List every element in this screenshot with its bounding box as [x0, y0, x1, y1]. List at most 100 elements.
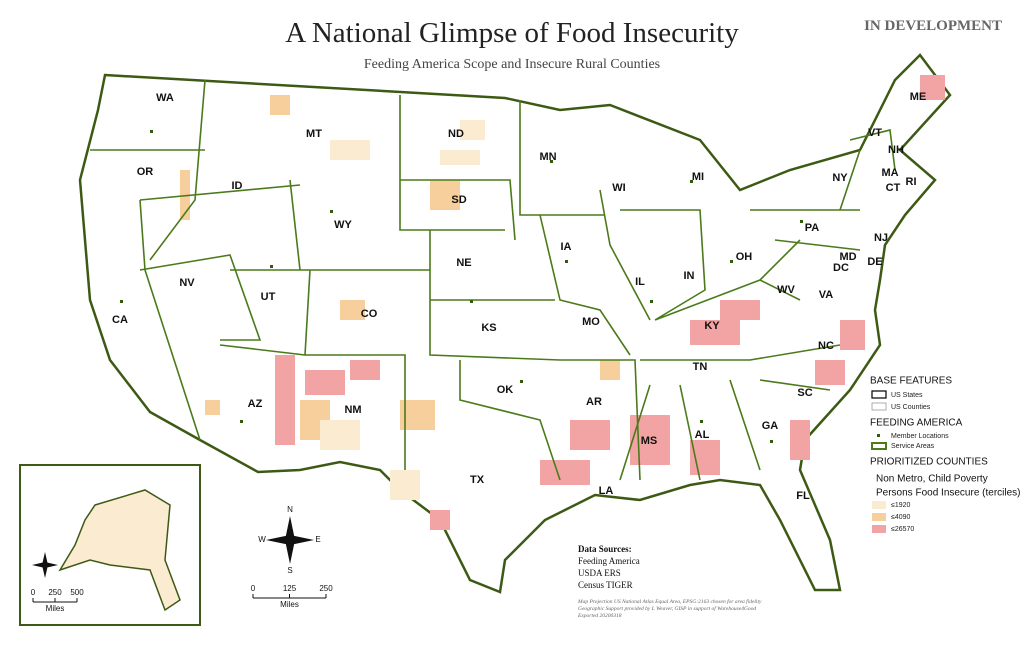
state-label: WV — [777, 284, 795, 296]
legend: BASE FEATURES US States US Counties FEED… — [870, 376, 1021, 533]
state-label: NH — [888, 144, 904, 156]
state-label: RI — [906, 176, 917, 188]
state-label: NJ — [874, 232, 888, 244]
scale-label: 0 — [251, 584, 256, 593]
source: USDA ERS — [578, 568, 621, 578]
legend-swatch — [872, 525, 886, 533]
state-label: NV — [179, 277, 195, 289]
state-label: ID — [232, 180, 243, 192]
title: A National Glimpse of Food Insecurity — [285, 17, 739, 49]
state-label: NY — [832, 172, 848, 184]
legend-swatch — [872, 513, 886, 521]
state-label: MD — [839, 251, 856, 263]
legend-item: Member Locations — [891, 433, 949, 440]
state-label: ND — [448, 128, 464, 140]
legend-swatch — [871, 390, 887, 399]
legend-item: ≤26570 — [891, 526, 914, 533]
state-label: OK — [497, 384, 514, 396]
compass: N S E W — [32, 505, 321, 578]
state-label: DE — [867, 256, 882, 268]
state-label: WA — [156, 92, 174, 104]
sources-title: Data Sources: — [578, 544, 632, 554]
state-label: WI — [612, 182, 625, 194]
state-label: MN — [539, 151, 556, 163]
badge: IN DEVELOPMENT — [864, 18, 1002, 34]
state-label: NE — [456, 257, 471, 269]
state-label: PA — [805, 222, 820, 234]
state-label: NM — [344, 404, 361, 416]
state-label: IA — [561, 241, 572, 253]
state-label: MT — [306, 128, 322, 140]
state-label: MA — [881, 167, 898, 179]
state-label: LA — [599, 485, 614, 497]
legend-measure: Persons Food Insecure (terciles) — [876, 488, 1021, 499]
high-insecurity-counties — [275, 75, 945, 530]
state-label: VT — [868, 127, 882, 139]
source: Feeding America — [578, 556, 640, 566]
legend-swatch — [871, 402, 887, 411]
state-label: CA — [112, 314, 128, 326]
note: Exported 20200318 — [577, 613, 622, 619]
scale-unit: Miles — [280, 600, 299, 609]
state-label: UT — [261, 291, 276, 303]
scale-label: 0 — [31, 588, 36, 597]
state-label: MI — [692, 171, 704, 183]
state-label: KY — [704, 320, 720, 332]
state-label: VA — [819, 289, 834, 301]
state-labels: WAORIDMTWYNVUTCAAZCONMNDSDNEKSOKTXMNIAMO… — [112, 91, 926, 542]
scale-unit: Miles — [46, 604, 65, 613]
scale-label: 250 — [48, 588, 62, 597]
state-label: AL — [695, 429, 710, 441]
legend-item: ≤4090 — [891, 514, 911, 521]
source: Census TIGER — [578, 580, 633, 590]
legend-heading: BASE FEATURES — [870, 376, 952, 387]
state-borders — [90, 79, 896, 481]
state-label: ME — [910, 91, 927, 103]
state-label: OR — [137, 166, 154, 178]
state-label: SC — [797, 387, 812, 399]
legend-item: Service Areas — [891, 443, 935, 450]
state-label: AZ — [248, 398, 263, 410]
scale-label: 250 — [319, 584, 333, 593]
legend-item: US States — [891, 392, 923, 399]
state-label: WY — [334, 219, 352, 231]
note: Map Projection US National Atlas Equal A… — [577, 598, 762, 605]
state-label: FL — [796, 490, 810, 502]
legend-heading: PRIORITIZED COUNTIES — [870, 457, 988, 468]
state-label: SD — [451, 194, 466, 206]
low-insecurity-counties — [320, 120, 485, 500]
state-label: MO — [582, 316, 600, 328]
compass-w: W — [258, 535, 266, 544]
scale-label: 500 — [70, 588, 84, 597]
legend-item: US Counties — [891, 404, 931, 411]
compass-rose — [266, 516, 314, 564]
compass-n: N — [287, 505, 293, 514]
state-label: OH — [736, 251, 753, 263]
state-label: NC — [818, 340, 834, 352]
compass-e: E — [315, 535, 320, 544]
subtitle: Feeding America Scope and Insecure Rural… — [364, 57, 660, 72]
alaska-inset — [19, 464, 201, 626]
legend-swatch — [872, 501, 886, 509]
state-label: IL — [635, 276, 645, 288]
state-label: AR — [586, 396, 602, 408]
state-label: CT — [886, 182, 901, 194]
scale-bars: 0 125 250 Miles 0 250 500 Miles — [31, 584, 333, 613]
state-label: TN — [693, 361, 708, 373]
legend-swatch — [871, 442, 887, 450]
state-label: KS — [481, 322, 496, 334]
legend-heading: FEEDING AMERICA — [870, 418, 963, 429]
legend-swatch — [877, 434, 880, 437]
note: Geographic Support provided by L Weaver,… — [578, 605, 756, 612]
us-outline — [78, 53, 952, 594]
alaska-outline — [58, 489, 181, 612]
state-label: IN — [684, 270, 695, 282]
legend-subtitle: Non Metro, Child Poverty — [876, 474, 988, 485]
state-label: TX — [470, 474, 485, 486]
inset-compass — [32, 552, 58, 578]
state-label: DC — [833, 262, 849, 274]
us-mainland — [78, 53, 952, 594]
state-label: CO — [361, 308, 378, 320]
